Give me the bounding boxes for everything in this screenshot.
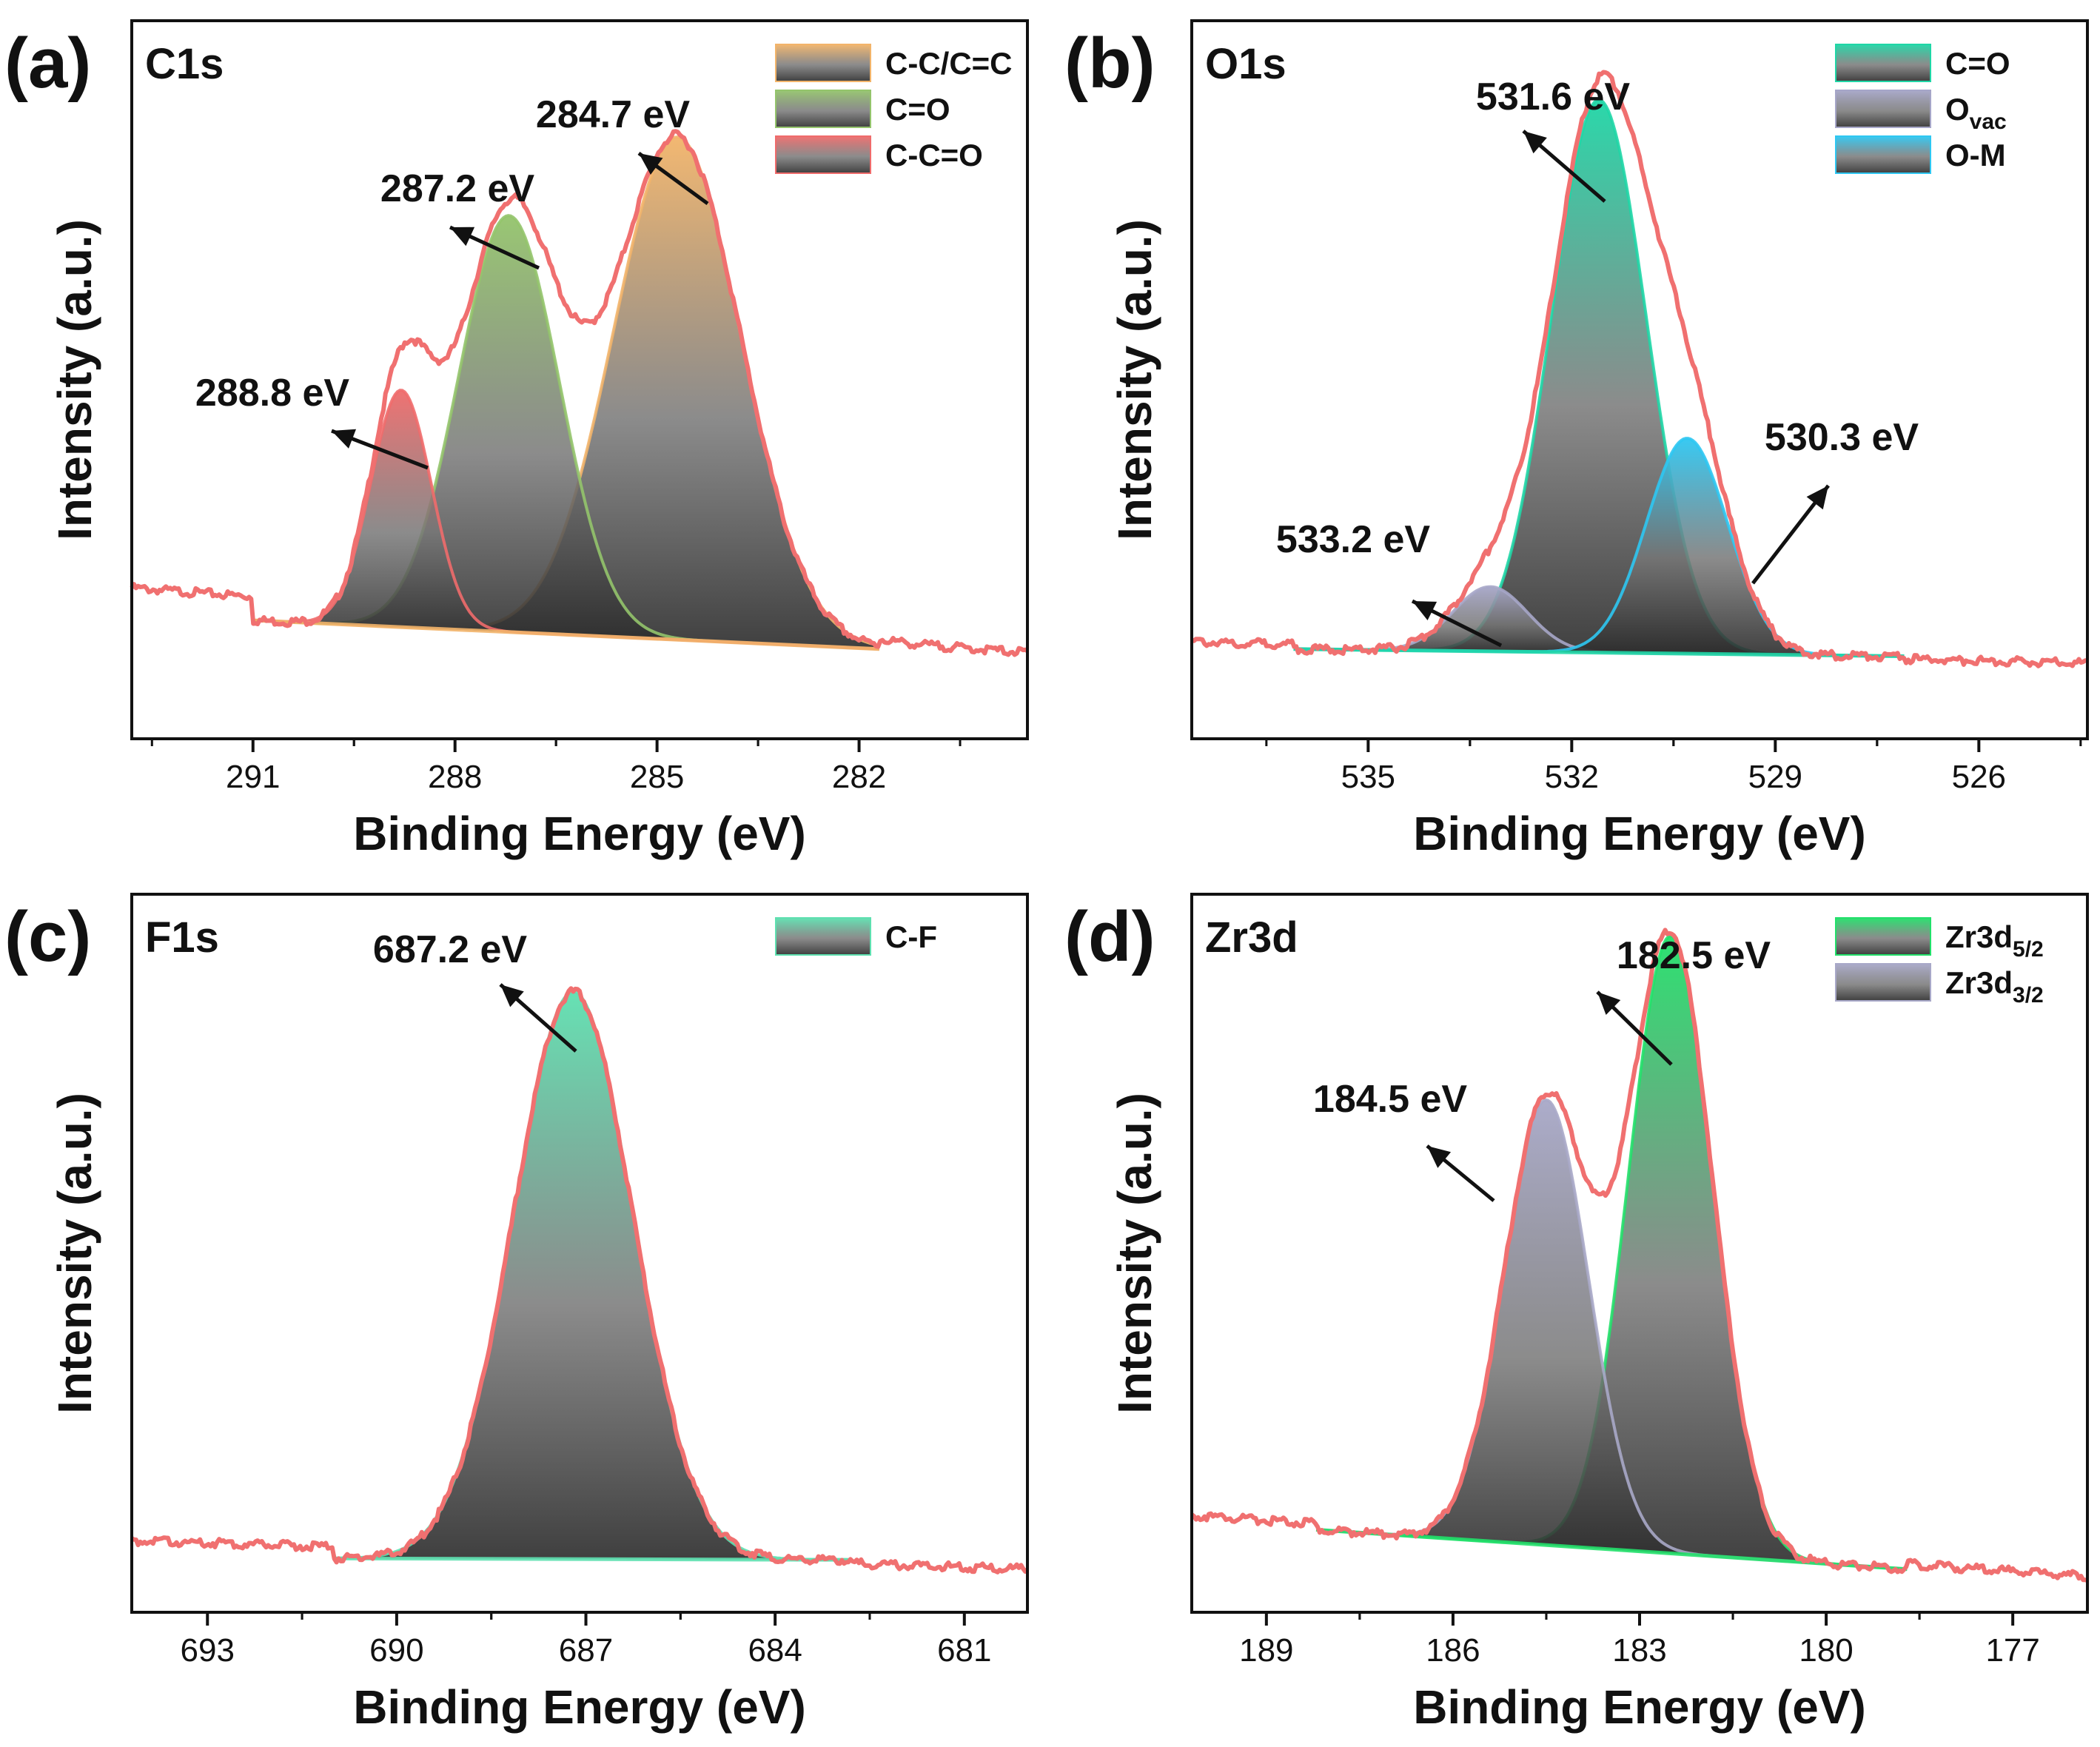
x-tick-label: 291: [226, 759, 280, 795]
peak-fill-zr3d3-2: [1316, 1099, 1908, 1569]
annotation-arrow-head: [1523, 131, 1547, 154]
panel-b: 535 532 529 526 Binding Energy (eV) Intensity…: [1064, 19, 2089, 860]
x-tick-label: 693: [181, 1632, 235, 1669]
peak-fill-o-m: [1293, 438, 1905, 657]
panel-title: F1s: [145, 913, 219, 962]
legend-label-c-f: C-F: [885, 919, 937, 954]
legend-swatch-c-c-o: [775, 135, 871, 174]
y-axis-title: Intensity (a.u.): [48, 219, 101, 540]
axes-frame: [130, 893, 1029, 1614]
peak-annotation-284-7-ev: 284.7 eV: [536, 93, 690, 136]
legend-label-o-m: O-M: [1945, 138, 2006, 172]
annotation-arrow-head: [500, 985, 524, 1007]
x-axis-title: Binding Energy (eV): [1413, 807, 1866, 860]
panel-label: (c): [4, 897, 91, 976]
legend-swatch-c-c-c-c: [775, 44, 871, 82]
x-tick-label: 529: [1748, 759, 1802, 795]
raw-envelope-line: [1190, 70, 2088, 668]
legend-label-c-c-o: C-C=O: [885, 138, 983, 172]
panel-title: Zr3d: [1205, 913, 1298, 962]
x-tick-label: 288: [428, 759, 482, 795]
x-axis-title: Binding Energy (eV): [353, 1680, 806, 1734]
x-tick-label: 526: [1952, 759, 2006, 795]
x-tick-label: 687: [559, 1632, 613, 1669]
peak-fill-c-o: [252, 215, 879, 649]
x-tick-label: 690: [369, 1632, 423, 1669]
peak-fill-c-c-c-c: [252, 137, 879, 649]
peak-annotation-182-5-ev: 182.5 eV: [1617, 934, 1771, 977]
peak-annotation-687-2-ev: 687.2 eV: [373, 928, 527, 971]
x-axis-title: Binding Energy (eV): [1413, 1680, 1866, 1734]
axes-frame: [130, 19, 1029, 740]
annotation-arrow-head: [1427, 1146, 1452, 1168]
legend-label-zr3d3-2: Zr3d3/2: [1945, 965, 2044, 1007]
legend-label-ovac: Ovac: [1945, 92, 2007, 134]
x-tick-label: 684: [748, 1632, 802, 1669]
legend-label-c-o: C=O: [885, 92, 950, 127]
peak-fill-c-f: [333, 991, 851, 1560]
raw-envelope-line: [130, 129, 1029, 657]
y-axis-title: Intensity (a.u.): [48, 1093, 101, 1414]
panel-label: (a): [4, 24, 91, 103]
annotation-arrow-head: [332, 429, 357, 449]
legend-swatch-c-f: [775, 917, 871, 956]
x-tick-label: 282: [832, 759, 886, 795]
legend-label-c-c-c-c: C-C/C=C: [885, 46, 1013, 81]
legend-swatch-o-m: [1835, 135, 1931, 174]
x-tick-label: 186: [1426, 1632, 1480, 1669]
peak-fill-c-o: [1293, 99, 1905, 657]
panel-title: C1s: [145, 40, 224, 88]
legend-swatch-ovac: [1835, 90, 1931, 128]
peak-annotation-184-5-ev: 184.5 eV: [1313, 1078, 1467, 1121]
panel-d: 189 186 183 180 177 Binding Energy (eV) Intens…: [1064, 893, 2089, 1734]
legend-swatch-zr3d5-2: [1835, 917, 1931, 956]
raw-envelope-line: [130, 986, 1030, 1575]
panel-c: 693 690 687 684 681 Binding Energy (eV) Intens…: [4, 893, 1030, 1734]
x-axis-title: Binding Energy (eV): [353, 807, 806, 860]
x-tick-label: 189: [1239, 1632, 1293, 1669]
x-tick-label: 180: [1799, 1632, 1853, 1669]
annotation-arrow-head: [450, 227, 475, 247]
background-line: [333, 1556, 851, 1562]
peak-annotation-287-2-ev: 287.2 eV: [380, 167, 534, 210]
annotation-arrow-head: [1412, 601, 1438, 620]
peak-fill-c-c-o: [252, 390, 879, 649]
legend-swatch-zr3d3-2: [1835, 963, 1931, 1002]
legend-label-zr3d5-2: Zr3d5/2: [1945, 919, 2044, 962]
panel-label: (d): [1064, 897, 1155, 976]
legend-swatch-c-o: [1835, 44, 1931, 82]
annotation-arrow-head: [1597, 992, 1621, 1015]
x-tick-label: 183: [1612, 1632, 1666, 1669]
panel-a: 291 288 285 282 Binding Energy (eV) Intensity…: [4, 19, 1029, 860]
x-tick-label: 532: [1545, 759, 1599, 795]
peak-fill-ovac: [1293, 586, 1905, 657]
legend-swatch-c-o: [775, 90, 871, 128]
x-tick-label: 285: [630, 759, 684, 795]
annotation-arrow-head: [639, 153, 663, 175]
raw-envelope-line: [1190, 928, 2089, 1583]
peak-annotation-530-3-ev: 530.3 eV: [1765, 416, 1919, 459]
background-line: [252, 618, 879, 651]
legend-label-c-o: C=O: [1945, 46, 2010, 81]
panel-title: O1s: [1205, 40, 1286, 88]
peak-annotation-288-8-ev: 288.8 eV: [195, 372, 349, 415]
peak-annotation-533-2-ev: 533.2 eV: [1276, 518, 1430, 561]
panel-label: (b): [1064, 24, 1155, 103]
x-tick-label: 681: [937, 1632, 991, 1669]
x-tick-label: 535: [1341, 759, 1395, 795]
y-axis-title: Intensity (a.u.): [1108, 219, 1161, 540]
y-axis-title: Intensity (a.u.): [1108, 1093, 1161, 1414]
x-tick-label: 177: [1985, 1632, 2039, 1669]
axes-frame: [1190, 19, 2089, 740]
annotation-arrow-head: [1806, 486, 1828, 510]
peak-annotation-531-6-ev: 531.6 eV: [1476, 76, 1630, 118]
